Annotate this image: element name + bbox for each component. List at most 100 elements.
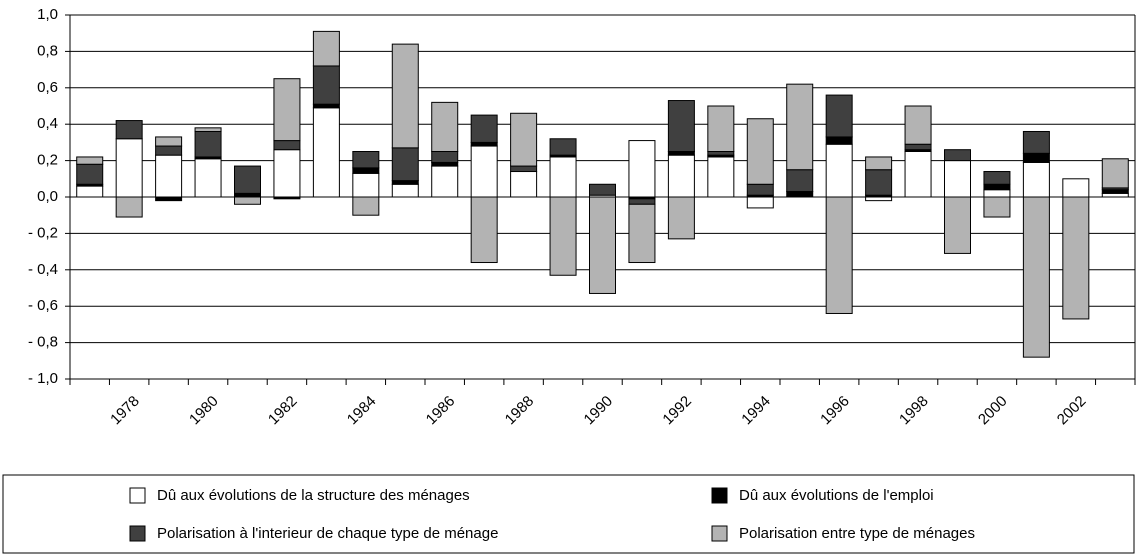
- bar: [470, 196, 498, 264]
- bar: [825, 136, 853, 145]
- bar: [234, 192, 261, 198]
- bar: [944, 160, 971, 198]
- bar: [76, 185, 104, 198]
- x-tick-label: 1986: [423, 393, 459, 429]
- bar: [549, 196, 577, 276]
- x-tick-label: 1984: [344, 393, 380, 429]
- legend-label: Polarisation à l'interieur de chaque typ…: [157, 525, 498, 542]
- bar: [155, 145, 183, 156]
- bar: [628, 198, 656, 205]
- bar: [746, 183, 774, 196]
- bar: [115, 138, 143, 198]
- x-tick-label: 1990: [581, 393, 617, 429]
- y-tick-label: - 0,8: [28, 334, 58, 351]
- bar: [312, 30, 340, 67]
- bar: [1062, 178, 1090, 198]
- x-tick-label: 1982: [265, 393, 301, 429]
- x-tick-label: 2002: [1054, 393, 1090, 429]
- bar: [312, 103, 340, 109]
- bar: [865, 196, 893, 202]
- bar: [825, 143, 853, 198]
- x-tick-label: 1996: [817, 393, 853, 429]
- bar: [746, 196, 774, 209]
- bar: [983, 189, 1011, 198]
- bar: [667, 196, 695, 240]
- bar: [707, 156, 735, 198]
- x-tick-label: 1988: [502, 393, 538, 429]
- bar: [431, 165, 459, 198]
- bar: [431, 151, 459, 163]
- bar: [194, 127, 222, 132]
- bar: [155, 196, 183, 202]
- bar: [983, 196, 1011, 218]
- bar: [115, 196, 143, 218]
- bar: [628, 203, 656, 264]
- bar: [1101, 192, 1129, 198]
- y-tick-label: - 0,2: [28, 224, 58, 241]
- bar: [273, 78, 301, 142]
- bar: [786, 169, 814, 193]
- y-tick-label: 0,0: [37, 188, 58, 205]
- bar: [707, 105, 735, 152]
- bar: [1022, 161, 1050, 198]
- bar: [352, 151, 380, 169]
- bar: [786, 83, 814, 171]
- bar: [76, 163, 104, 185]
- y-tick-label: 0,6: [37, 79, 58, 96]
- bar: [904, 151, 932, 198]
- bar: [391, 43, 419, 149]
- legend-swatch: [129, 525, 146, 542]
- legend-swatch: [711, 525, 728, 542]
- bar: [549, 156, 577, 198]
- y-tick-label: 1,0: [37, 6, 58, 23]
- bar: [391, 147, 419, 182]
- legend-swatch: [129, 487, 146, 504]
- bar: [273, 149, 301, 198]
- bar: [352, 172, 380, 198]
- bar: [983, 171, 1011, 185]
- legend-box: [2, 474, 1135, 554]
- bar: [944, 196, 971, 254]
- bar: [1022, 196, 1050, 358]
- bar: [1022, 130, 1050, 154]
- y-tick-label: 0,4: [37, 115, 58, 132]
- bar: [391, 180, 419, 185]
- legend-label: Polarisation entre type de ménages: [739, 525, 975, 542]
- bar: [825, 94, 853, 138]
- bar: [865, 169, 893, 196]
- bar: [312, 65, 340, 105]
- bar: [589, 196, 616, 294]
- bar: [76, 156, 104, 165]
- bar: [1101, 158, 1129, 189]
- x-tick-label: 1994: [738, 393, 774, 429]
- bar: [155, 154, 183, 198]
- bar: [155, 136, 183, 147]
- bar: [825, 196, 853, 314]
- bar: [1101, 189, 1129, 194]
- bar: [391, 183, 419, 198]
- bar: [115, 120, 143, 140]
- bar: [1022, 152, 1050, 163]
- bar: [983, 183, 1011, 191]
- bar: [667, 100, 695, 152]
- y-tick-label: - 1,0: [28, 370, 58, 387]
- bar: [510, 112, 538, 167]
- bar: [865, 156, 893, 171]
- legend-label: Dû aux évolutions de l'emploi: [739, 487, 934, 504]
- x-tick-label: 1980: [186, 393, 222, 429]
- bar: [667, 151, 695, 156]
- bar: [194, 130, 222, 158]
- bar: [904, 143, 932, 151]
- y-tick-label: - 0,6: [28, 297, 58, 314]
- bar: [352, 196, 380, 216]
- bar: [510, 165, 538, 173]
- bar: [431, 161, 459, 167]
- bar: [273, 196, 301, 200]
- bar: [589, 183, 616, 196]
- bar: [628, 140, 656, 198]
- bar: [667, 154, 695, 198]
- bar: [312, 107, 340, 198]
- bar: [273, 140, 301, 151]
- x-tick-label: 1998: [896, 393, 932, 429]
